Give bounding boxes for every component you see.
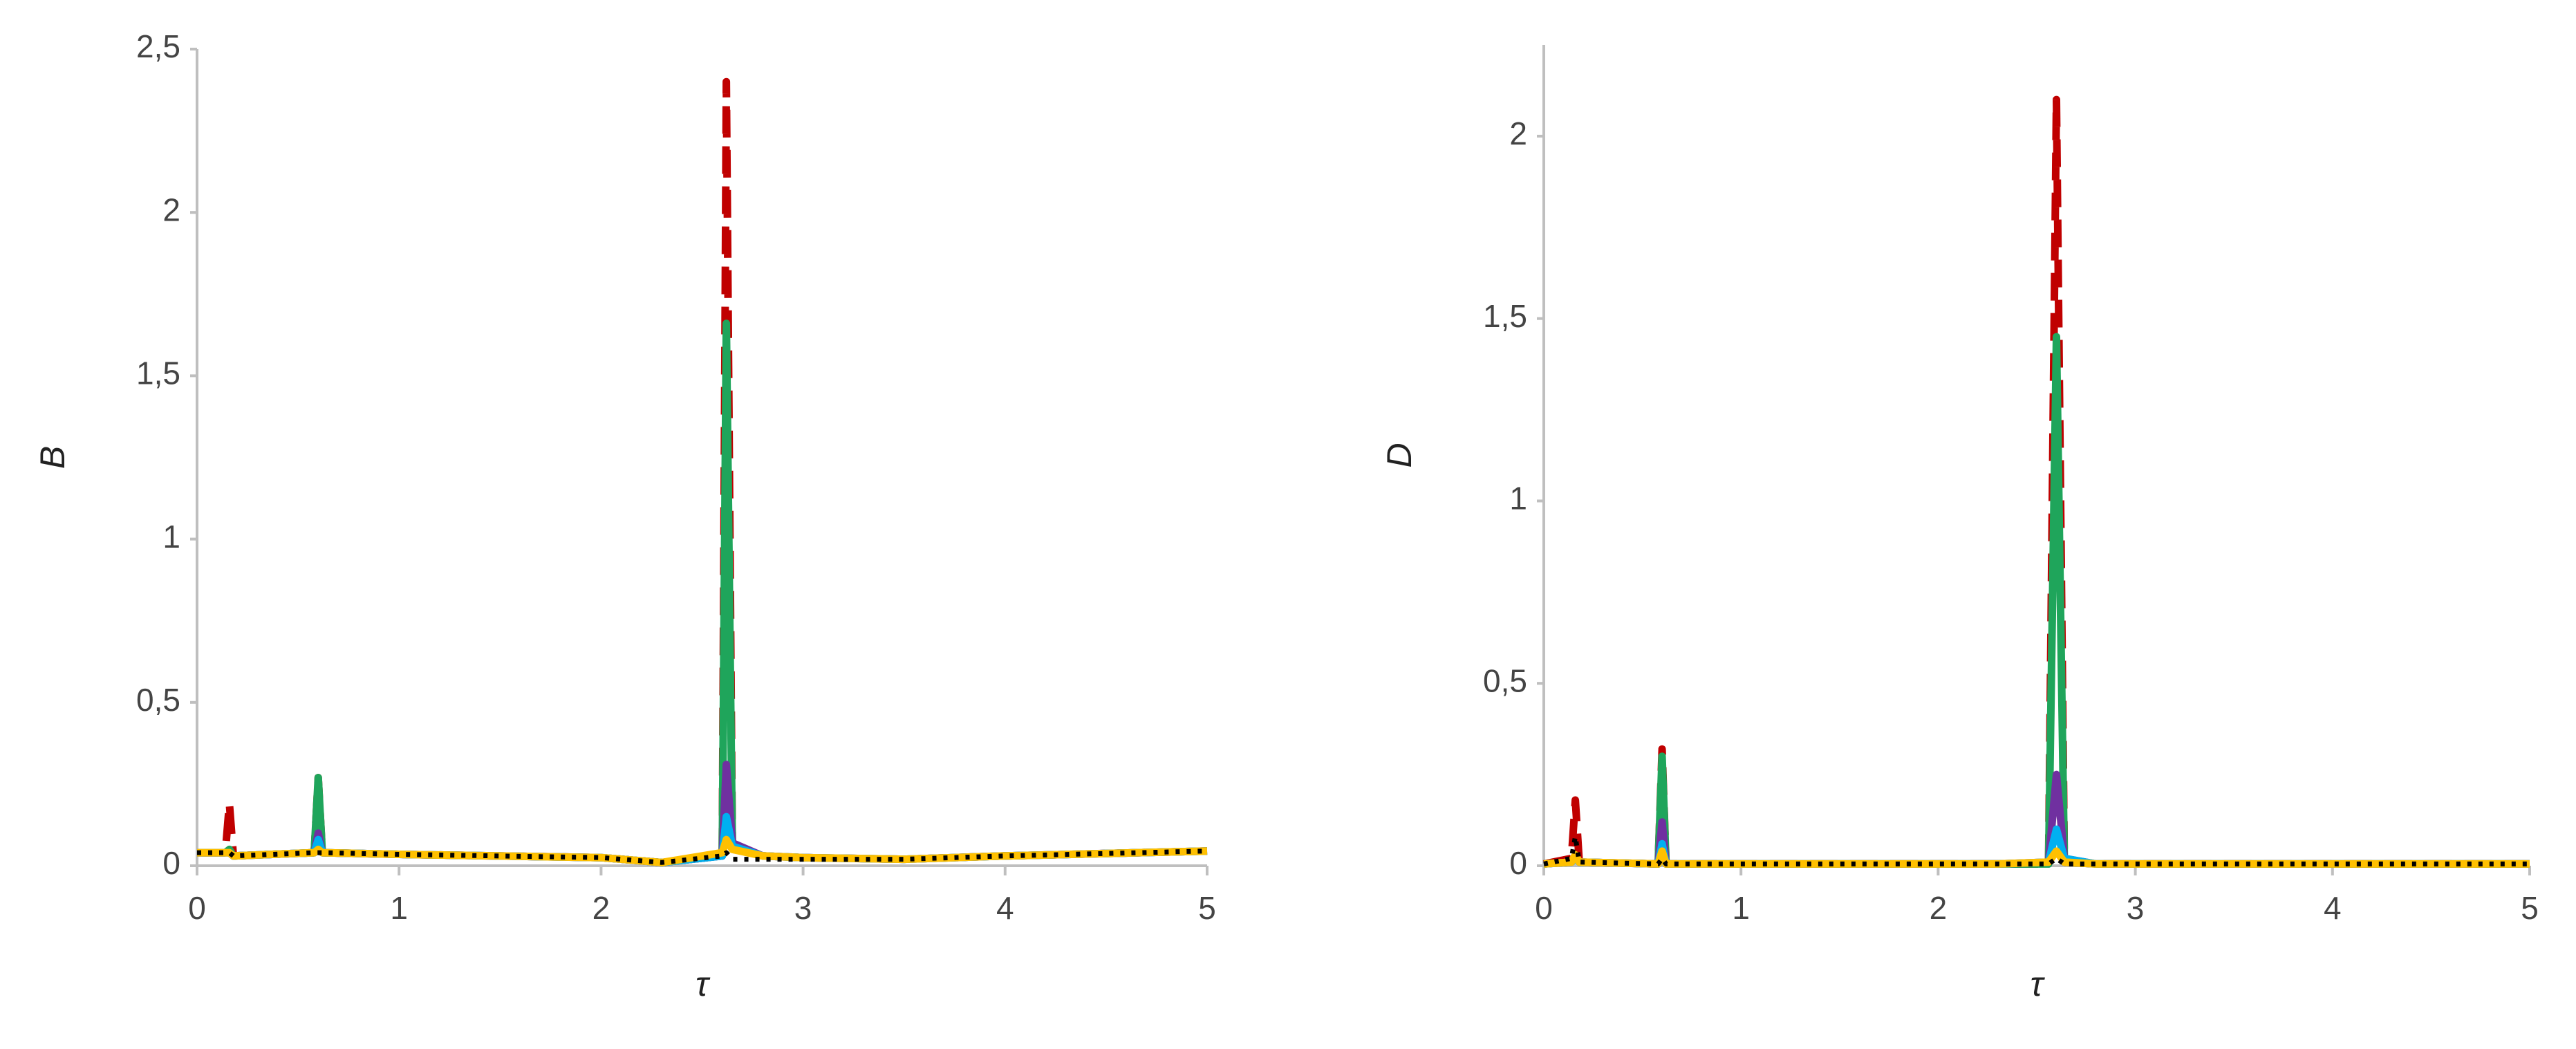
- y-tick-label: 1,5: [1483, 298, 1527, 334]
- x-tick-label: 5: [2521, 890, 2539, 926]
- y-tick-label: 2: [162, 192, 180, 228]
- x-tick-label: 4: [996, 890, 1014, 926]
- y-axis-title: D: [1380, 443, 1419, 467]
- x-tick-label: 3: [2127, 890, 2145, 926]
- y-tick-label: 2,5: [136, 28, 180, 64]
- y-tick-label: 0: [1509, 845, 1527, 881]
- y-tick-label: 0: [162, 845, 180, 881]
- y-tick-label: 1,5: [136, 355, 180, 391]
- x-tick-label: 4: [2324, 890, 2342, 926]
- y-axis-title: B: [33, 446, 72, 469]
- series-line: [197, 848, 1208, 865]
- series-line: [1543, 770, 2530, 868]
- x-tick-label: 3: [794, 890, 812, 926]
- x-tick-label: 0: [188, 890, 206, 926]
- x-tick-label: 1: [390, 890, 408, 926]
- x-axis-title: τ: [696, 965, 711, 1003]
- series-line: [197, 761, 1208, 866]
- y-tick-label: 2: [1509, 115, 1527, 151]
- series-line: [197, 319, 1208, 866]
- x-tick-label: 2: [1930, 890, 1948, 926]
- series-line: [197, 835, 1208, 866]
- x-tick-label: 0: [1535, 890, 1553, 926]
- y-tick-label: 0,5: [1483, 662, 1527, 698]
- y-tick-label: 1: [1509, 481, 1527, 517]
- x-axis-title: τ: [2031, 965, 2046, 1003]
- y-tick-label: 1: [162, 519, 180, 555]
- x-tick-label: 5: [1198, 890, 1216, 926]
- series-line: [1543, 847, 2530, 868]
- x-tick-label: 1: [1732, 890, 1750, 926]
- series-line: [1542, 95, 2530, 868]
- y-tick-label: 0,5: [136, 682, 180, 718]
- x-tick-label: 2: [592, 890, 610, 926]
- series-line: [197, 77, 1208, 866]
- series-line: [1543, 333, 2530, 868]
